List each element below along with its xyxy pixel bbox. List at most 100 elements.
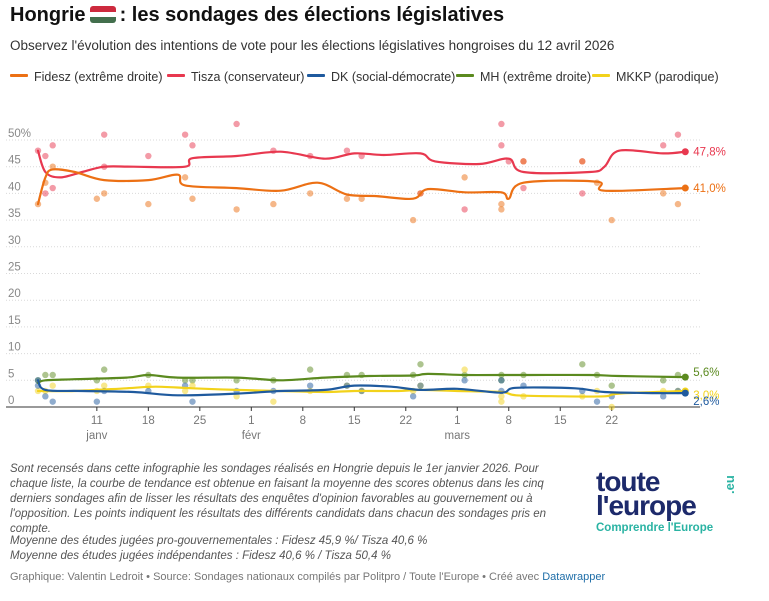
- poll-point: [233, 206, 240, 213]
- poll-point: [608, 403, 615, 411]
- poll-point: [417, 382, 424, 389]
- legend-swatch: [592, 74, 610, 77]
- poll-point: [498, 120, 505, 128]
- legend-label: MH (extrême droite): [480, 70, 592, 84]
- poll-point: [660, 190, 667, 197]
- series-end-label: 5,6%: [693, 367, 719, 379]
- poll-point: [42, 393, 49, 400]
- poll-point: [498, 200, 505, 208]
- averages-note: Moyenne des études jugées pro-gouverneme…: [10, 534, 570, 564]
- legend-item-dk: DK (social-démocrate): [307, 70, 455, 84]
- legend-item-mh: MH (extrême droite): [456, 70, 591, 84]
- poll-point: [593, 398, 601, 405]
- legend-label: Fidesz (extrême droite): [34, 70, 163, 84]
- x-tick-label: 22: [605, 415, 618, 427]
- poll-point: [181, 131, 189, 138]
- credits: Graphique: Valentin Ledroit • Source: So…: [10, 571, 605, 583]
- hungary-flag-icon: [89, 6, 116, 23]
- poll-point: [270, 200, 277, 208]
- series-end-dot: [681, 389, 689, 397]
- poll-point: [498, 377, 505, 384]
- legend-label: MKKP (parodique): [616, 70, 719, 84]
- legend-item-mkkp: MKKP (parodique): [592, 70, 719, 84]
- poll-point: [49, 398, 56, 405]
- poll-point: [49, 142, 56, 149]
- legend-label: Tisza (conservateur): [191, 70, 305, 84]
- poll-point: [660, 142, 667, 149]
- title-country: Hongrie: [10, 4, 86, 26]
- series-end-label: 3,0%: [693, 390, 719, 402]
- poll-point: [660, 377, 667, 384]
- poll-point: [42, 152, 49, 160]
- datawrapper-link[interactable]: Datawrapper: [542, 571, 606, 583]
- poll-point: [579, 190, 586, 197]
- y-tick-label: 0: [8, 395, 14, 407]
- series-end-label: 41,0%: [693, 183, 726, 195]
- poll-point: [42, 371, 49, 379]
- poll-point: [93, 195, 101, 202]
- y-tick-label: 5: [8, 368, 14, 380]
- logo-tagline: Comprendre l'Europe: [596, 522, 714, 534]
- y-tick-label: 45: [8, 155, 21, 167]
- poll-point: [461, 174, 468, 181]
- y-tick-label: 35: [8, 208, 21, 220]
- x-tick-label: 1: [454, 415, 460, 427]
- poll-point: [306, 190, 314, 197]
- poll-point: [498, 398, 505, 405]
- x-tick-label: 18: [142, 415, 155, 427]
- y-tick-label: 10: [8, 342, 21, 354]
- poll-point: [189, 195, 196, 202]
- poll-point: [101, 366, 108, 373]
- trend-line: [36, 168, 687, 206]
- poll-point: [608, 216, 615, 224]
- poll-point: [189, 398, 196, 405]
- poll-point: [461, 377, 468, 384]
- poll-point: [674, 131, 682, 138]
- title-text: : les sondages des élections législative…: [119, 4, 505, 26]
- x-tick-label: 22: [399, 415, 412, 427]
- poll-point: [145, 200, 152, 208]
- poll-point: [42, 190, 49, 197]
- poll-point: [520, 158, 527, 165]
- x-tick-label: 8: [506, 415, 512, 427]
- poll-point: [498, 393, 505, 400]
- y-tick-label: 40: [8, 181, 21, 193]
- page-subtitle: Observez l'évolution des intentions de v…: [10, 38, 615, 53]
- poll-point: [409, 216, 417, 224]
- legend-swatch: [307, 74, 325, 77]
- poll-point: [93, 398, 101, 405]
- logo-suffix: .eu: [722, 475, 737, 494]
- poll-point: [49, 184, 56, 192]
- poll-point: [49, 371, 56, 379]
- x-month-label: janv: [85, 430, 107, 442]
- series-end-dot: [681, 373, 689, 381]
- x-tick-label: 15: [554, 415, 567, 427]
- poll-point: [520, 184, 527, 192]
- toute-leurope-logo[interactable]: toute l'europe .eu Comprendre l'Europe: [596, 468, 756, 540]
- trend-line: [36, 379, 687, 397]
- trend-line: [36, 149, 687, 179]
- trend-line: [36, 385, 687, 398]
- legend-item-tisza: Tisza (conservateur): [167, 70, 304, 84]
- poll-point: [579, 158, 586, 165]
- series-end-label: 2,6%: [693, 396, 719, 408]
- x-month-label: mars: [444, 430, 470, 442]
- methodology-note: Sont recensés dans cette infographie les…: [10, 463, 547, 535]
- legend-swatch: [456, 74, 474, 77]
- poll-point: [306, 382, 314, 389]
- logo-line2: l'europe: [596, 490, 697, 521]
- poll-point: [189, 142, 196, 149]
- series-end-dot: [681, 148, 689, 156]
- y-tick-label: 50%: [8, 128, 31, 140]
- y-tick-label: 30: [8, 235, 21, 247]
- y-tick-label: 15: [8, 315, 21, 327]
- x-month-label: févr: [242, 430, 261, 442]
- poll-point: [417, 361, 424, 368]
- legend: Fidesz (extrême droite) Tisza (conservat…: [10, 70, 769, 90]
- poll-point: [49, 382, 56, 389]
- trend-line: [36, 372, 687, 385]
- legend-swatch: [167, 74, 185, 77]
- series-end-dot: [681, 184, 689, 192]
- poll-point: [358, 195, 365, 202]
- poll-point: [498, 206, 505, 213]
